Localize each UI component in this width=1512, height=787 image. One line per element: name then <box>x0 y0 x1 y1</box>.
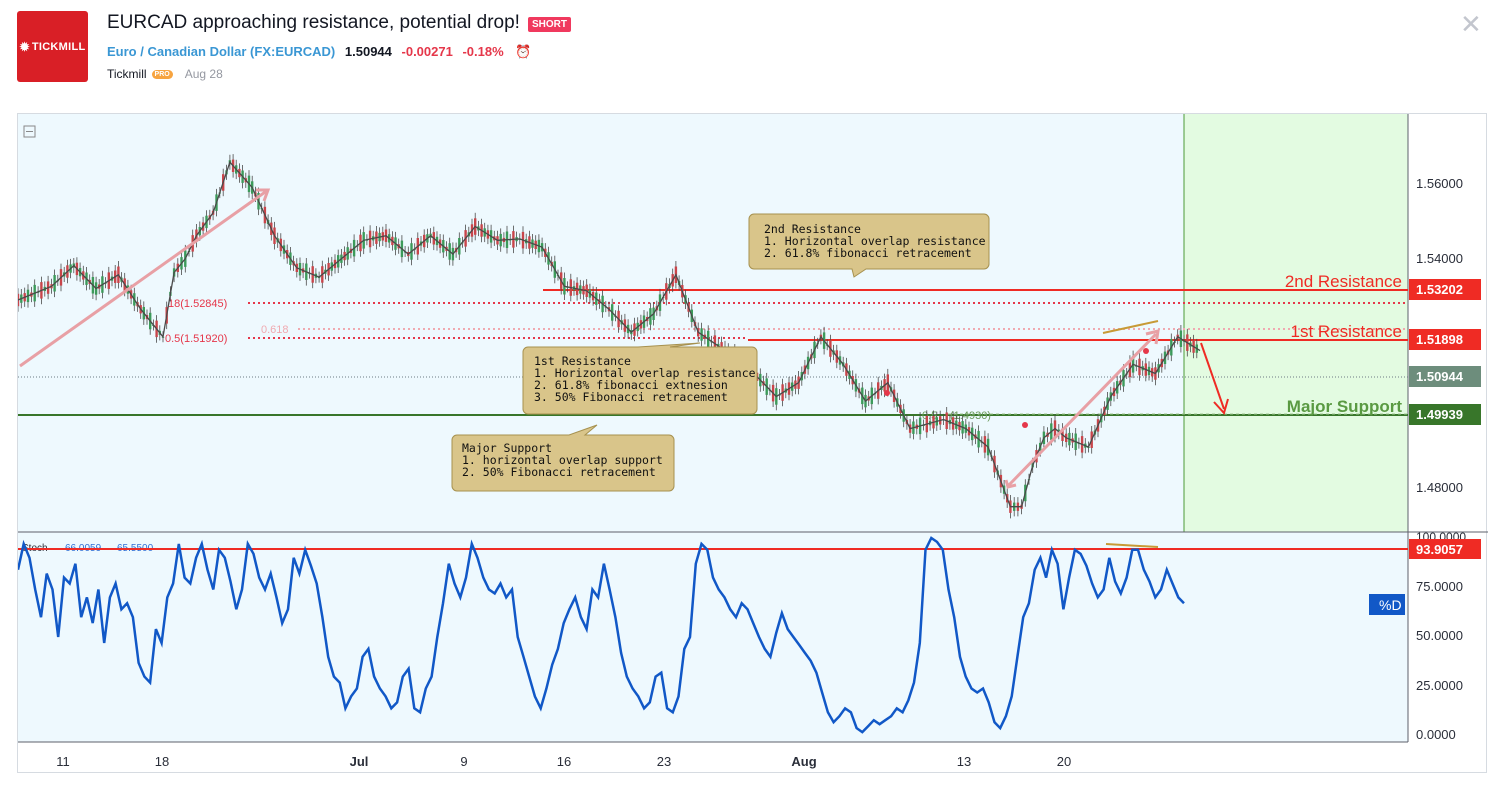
svg-text:1. horizontal overlap support: 1. horizontal overlap support <box>462 453 663 467</box>
symbol-line: Euro / Canadian Dollar (FX:EURCAD) 1.509… <box>107 44 531 60</box>
first-resistance-label: 1st Resistance <box>1291 322 1403 341</box>
close-icon[interactable]: ✕ <box>1460 9 1482 39</box>
svg-text:%D: %D <box>1379 597 1402 613</box>
price-tag-second-resistance: 1.53202 <box>1409 279 1481 300</box>
divergence-line-stoch <box>1105 543 1159 548</box>
stoch-tick-25: 25.0000 <box>1416 678 1463 693</box>
svg-text:1.50944: 1.50944 <box>1416 369 1464 384</box>
major-support-label: Major Support <box>1287 397 1403 416</box>
price-tag-first-resistance: 1.51898 <box>1409 329 1481 350</box>
svg-text:2. 61.8% fibonacci extnesion: 2. 61.8% fibonacci extnesion <box>534 378 728 392</box>
price-change: -0.00271 <box>401 44 453 59</box>
price-change-percent: -0.18% <box>462 44 504 59</box>
y-tick-2: 1.54000 <box>1416 251 1463 266</box>
y-tick-3: 1.48000 <box>1416 480 1463 495</box>
svg-text:1. Horizontal overlap resistan: 1. Horizontal overlap resistance <box>534 366 756 380</box>
forecast-arrow-head <box>1213 398 1229 416</box>
tickmill-logo: ✹ TICKMILL <box>17 11 88 82</box>
fib-label-5: (1.4930) <box>950 410 991 422</box>
svg-text:1.49939: 1.49939 <box>1416 407 1463 422</box>
pivot-dot-3 <box>1143 348 1149 354</box>
svg-text:3. 50% Fibonacci retracement: 3. 50% Fibonacci retracement <box>534 390 728 404</box>
author-name[interactable]: Tickmill <box>107 67 147 81</box>
short-badge: SHORT <box>528 17 571 32</box>
svg-text:2. 61.8% fibonacci retracement: 2. 61.8% fibonacci retracement <box>764 246 972 260</box>
svg-text:1. Horizontal overlap resistan: 1. Horizontal overlap resistance <box>764 234 986 248</box>
x-tick-7: Aug <box>791 754 816 769</box>
svg-text:1.53202: 1.53202 <box>1416 282 1463 297</box>
stoch-tick-50: 50.0000 <box>1416 628 1463 643</box>
x-tick-5: 16 <box>557 754 571 769</box>
fib-label-4: 0.5 <box>922 410 937 422</box>
pivot-dot-1 <box>884 390 890 396</box>
x-tick-2: 18 <box>155 754 169 769</box>
recent-uptrend-arrow-head <box>1145 328 1160 345</box>
stoch-tick-0: 0.0000 <box>1416 727 1456 742</box>
callout-major-support[interactable]: Major Support 1. horizontal overlap supp… <box>451 424 675 492</box>
svg-text:93.9057: 93.9057 <box>1416 542 1463 557</box>
fib-label-2: 0.5(1.51920) <box>165 333 227 345</box>
alarm-clock-icon[interactable]: ⏰ <box>515 44 532 59</box>
stoch-pane-background <box>18 532 1408 742</box>
time-axis: 11 18 Jul 9 16 23 Aug 13 20 <box>56 754 1071 769</box>
x-tick-9: 20 <box>1057 754 1071 769</box>
stoch-line <box>16 536 1185 734</box>
chart-svg: 18(1.52845) 0.5(1.51920) 0.618 0.5 (1.49… <box>16 114 1488 769</box>
svg-text:2. 50% Fibonacci retracement: 2. 50% Fibonacci retracement <box>462 465 656 479</box>
idea-title: EURCAD approaching resistance, potential… <box>107 12 520 33</box>
uptrend-arrow <box>19 188 269 368</box>
stoch-tick-75: 75.0000 <box>1416 579 1463 594</box>
x-tick-1: 11 <box>56 754 70 769</box>
price-tag-major-support: 1.49939 <box>1409 404 1481 425</box>
stoch-series-tag: %D <box>1369 594 1405 615</box>
svg-text:1.51898: 1.51898 <box>1416 332 1463 347</box>
forecast-arrow <box>1200 342 1225 410</box>
pro-badge: PRO <box>151 70 173 80</box>
second-resistance-label: 2nd Resistance <box>1285 272 1402 291</box>
y-tick-1: 1.56000 <box>1416 176 1463 191</box>
fib-label-1: 18(1.52845) <box>168 298 227 310</box>
recent-uptrend-arrow-tail <box>1004 479 1017 489</box>
x-tick-6: 23 <box>657 754 671 769</box>
forecast-zone <box>1184 114 1408 532</box>
callout-second-resistance[interactable]: 2nd Resistance 1. Horizontal overlap res… <box>748 213 990 278</box>
callout-first-resistance[interactable]: 1st Resistance 1. Horizontal overlap res… <box>522 342 758 415</box>
svg-text:1st Resistance: 1st Resistance <box>534 354 631 368</box>
divergence-line-price <box>1102 320 1159 334</box>
svg-text:2nd Resistance: 2nd Resistance <box>764 222 861 236</box>
publish-date: Aug 28 <box>184 67 223 81</box>
chart-container: 18(1.52845) 0.5(1.51920) 0.618 0.5 (1.49… <box>16 113 1488 773</box>
current-price: 1.50944 <box>344 44 392 59</box>
x-tick-4: 9 <box>460 754 467 769</box>
recent-uptrend-arrow <box>1006 332 1158 488</box>
price-tag-last: 1.50944 <box>1409 366 1481 387</box>
fib-label-3: 0.618 <box>261 324 289 336</box>
pivot-dot-2 <box>1022 422 1028 428</box>
author-line: Tickmill PRO Aug 28 <box>107 67 223 81</box>
x-tick-8: 13 <box>957 754 971 769</box>
symbol-name-link[interactable]: Euro / Canadian Dollar <box>107 44 247 59</box>
x-tick-3: Jul <box>350 754 369 769</box>
collapse-icon[interactable] <box>23 125 36 138</box>
uptrend-arrow-head <box>256 188 271 202</box>
svg-text:Major Support: Major Support <box>462 441 552 455</box>
price-path <box>17 160 1201 508</box>
stoch-level-tag: 93.9057 <box>1409 539 1481 559</box>
symbol-code-link[interactable]: (FX:EURCAD) <box>250 44 336 59</box>
